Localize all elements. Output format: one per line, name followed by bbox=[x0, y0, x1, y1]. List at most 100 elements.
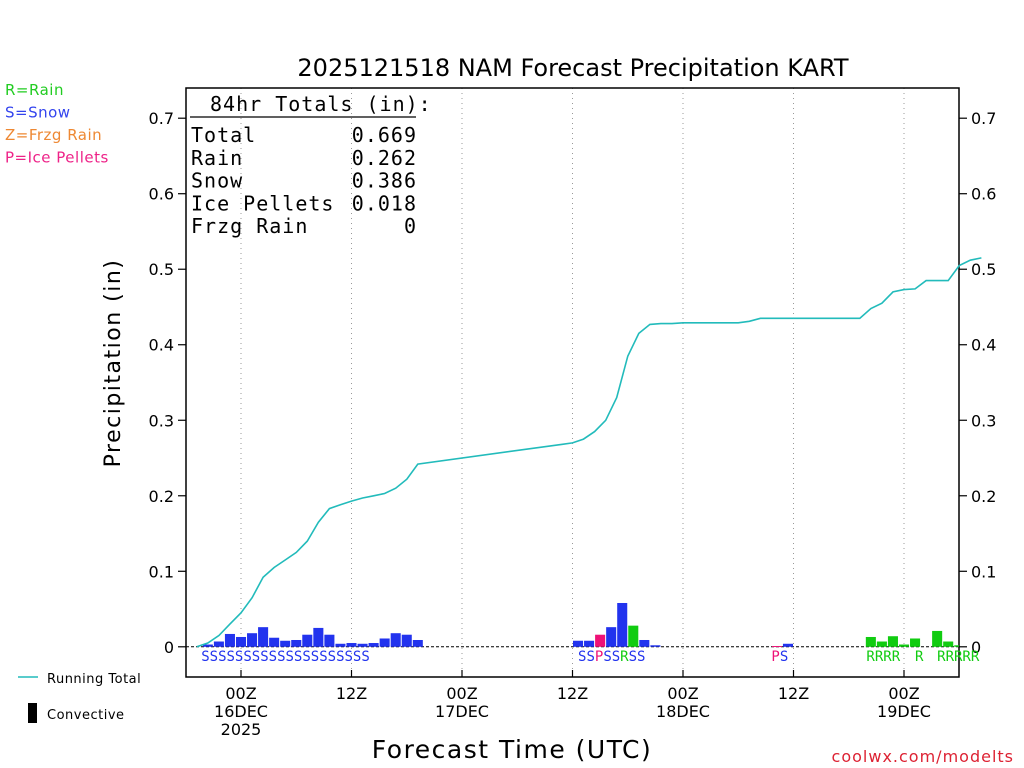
totals-row-label: Rain bbox=[191, 146, 243, 170]
type-string-4: R bbox=[915, 649, 924, 665]
y-tick-label-left: 0.7 bbox=[149, 109, 174, 128]
precip-bar-35 bbox=[932, 630, 943, 647]
type-string-3: RRRR bbox=[866, 649, 900, 665]
series-legend: Running Total Convective bbox=[18, 672, 141, 723]
precip-bar-34 bbox=[910, 638, 921, 647]
x-tick-label: 12Z bbox=[336, 684, 367, 703]
x-tick-label: 00Z bbox=[888, 684, 919, 703]
precip-bar-5 bbox=[258, 627, 269, 647]
type-legend-P: P=Ice Pellets bbox=[5, 149, 109, 167]
chart-title: 2025121518 NAM Forecast Precipitation KA… bbox=[297, 54, 849, 82]
totals-row-label: Frzg Rain bbox=[191, 214, 308, 238]
y-tick-label-left: 0.4 bbox=[149, 336, 174, 355]
precip-bar-8 bbox=[291, 639, 302, 647]
type-legend-Z: Z=Frzg Rain bbox=[5, 126, 102, 144]
hourly-precip-bars bbox=[202, 602, 959, 648]
precip-bar-13 bbox=[346, 643, 357, 647]
y-tick-label-left: 0.3 bbox=[149, 411, 174, 430]
precip-bar-4 bbox=[247, 633, 258, 647]
vertical-gridlines bbox=[240, 88, 905, 677]
watermark: coolwx.com/modelts bbox=[832, 747, 1014, 766]
precip-bar-6 bbox=[269, 637, 280, 647]
y-tick-label-right: 0.3 bbox=[971, 411, 996, 430]
y-tick-label-right: 0.7 bbox=[971, 109, 996, 128]
precip-bar-36 bbox=[943, 641, 954, 647]
running-total-legend-label: Running Total bbox=[47, 672, 141, 687]
totals-row-value: 0.018 bbox=[352, 191, 417, 215]
totals-row-label: Snow bbox=[191, 169, 243, 193]
precip-bar-18 bbox=[401, 634, 412, 647]
y-tick-label-left: 0.2 bbox=[149, 487, 174, 506]
precip-bar-19 bbox=[412, 639, 423, 647]
precip-bar-31 bbox=[876, 641, 887, 647]
totals-row-value: 0 bbox=[404, 214, 417, 238]
y-tick-label-left: 0.1 bbox=[149, 562, 174, 581]
precip-bar-20 bbox=[573, 640, 584, 647]
precip-bar-16 bbox=[379, 638, 390, 647]
convective-legend-label: Convective bbox=[47, 708, 125, 723]
x-tick-label: 00Z bbox=[446, 684, 477, 703]
x-tick-label: 00Z bbox=[225, 684, 256, 703]
x-tick-label: 00Z bbox=[667, 684, 698, 703]
y-tick-label-left: 0.5 bbox=[149, 260, 174, 279]
precip-bar-9 bbox=[302, 634, 313, 647]
precip-bar-25 bbox=[628, 625, 639, 647]
precip-bar-22 bbox=[595, 634, 606, 647]
precip-bar-7 bbox=[280, 640, 291, 647]
totals-row-value: 0.386 bbox=[352, 169, 417, 193]
y-tick-label-right: 0.6 bbox=[971, 185, 996, 204]
precip-bar-17 bbox=[390, 633, 401, 647]
precip-bar-1 bbox=[213, 641, 224, 647]
precip-bar-28 bbox=[771, 646, 782, 648]
totals-row-label: Ice Pellets bbox=[191, 191, 334, 215]
running-total-line bbox=[196, 257, 982, 648]
x-tick-label: 12Z bbox=[557, 684, 588, 703]
x-tick-label: 17DEC bbox=[435, 702, 489, 721]
precip-bar-30 bbox=[865, 636, 876, 647]
precip-bar-26 bbox=[639, 639, 650, 647]
x-tick-label: 2025 bbox=[221, 720, 262, 739]
type-string-1: SSPSSRSS bbox=[578, 649, 645, 665]
x-axis-label: Forecast Time (UTC) bbox=[372, 735, 652, 764]
y-tick-label-right: 0.5 bbox=[971, 260, 996, 279]
precip-bar-33 bbox=[898, 644, 910, 647]
type-legend-S: S=Snow bbox=[5, 104, 71, 122]
precip-bar-21 bbox=[584, 640, 595, 647]
precip-bar-24 bbox=[617, 602, 628, 647]
type-string-2: PS bbox=[771, 649, 788, 665]
precip-bar-32 bbox=[887, 636, 898, 647]
precip-bar-0 bbox=[202, 644, 213, 647]
y-tick-label-left: 0 bbox=[164, 638, 174, 657]
y-tick-label-right: 0.1 bbox=[971, 562, 996, 581]
precip-bar-23 bbox=[606, 627, 617, 647]
convective-swatch bbox=[28, 703, 37, 723]
x-tick-label: 12Z bbox=[778, 684, 809, 703]
precip-bar-29 bbox=[782, 643, 793, 647]
precip-bar-2 bbox=[224, 633, 235, 647]
precip-bar-3 bbox=[235, 636, 247, 647]
totals-row-value: 0.669 bbox=[352, 123, 417, 147]
precip-type-strings: SSSSSSSSSSSSSSSSSSSS SSPSSRSS PS RRRR R RRRRR bbox=[201, 649, 980, 665]
y-axis-label: Precipitation (in) bbox=[101, 259, 126, 468]
y-tick-label-left: 0.6 bbox=[149, 185, 174, 204]
precip-bar-11 bbox=[324, 634, 335, 647]
precip-type-legend: R=Rain S=Snow Z=Frzg Rain P=Ice Pellets bbox=[5, 81, 109, 167]
precip-bar-14 bbox=[357, 643, 368, 647]
y-axis-right: 0 0.1 0.2 0.3 0.4 0.5 0.6 0.7 bbox=[959, 109, 996, 657]
type-string-0: SSSSSSSSSSSSSSSSSSSS bbox=[201, 649, 370, 665]
type-string-5: RRRRR bbox=[937, 649, 980, 665]
totals-box: 84hr Totals (in): Total 0.669 Rain 0.262 Sno… bbox=[190, 92, 431, 238]
totals-row-label: Total bbox=[191, 123, 256, 147]
y-tick-label-right: 0.2 bbox=[971, 487, 996, 506]
precip-bar-15 bbox=[368, 643, 379, 647]
precip-bar-37 bbox=[954, 645, 959, 647]
y-tick-label-right: 0 bbox=[971, 638, 981, 657]
precip-bar-12 bbox=[335, 643, 346, 647]
y-axis-left: 0 0.1 0.2 0.3 0.4 0.5 0.6 0.7 bbox=[149, 109, 186, 657]
x-tick-label: 19DEC bbox=[877, 702, 931, 721]
totals-row-value: 0.262 bbox=[352, 146, 417, 170]
x-tick-label: 16DEC bbox=[214, 702, 268, 721]
